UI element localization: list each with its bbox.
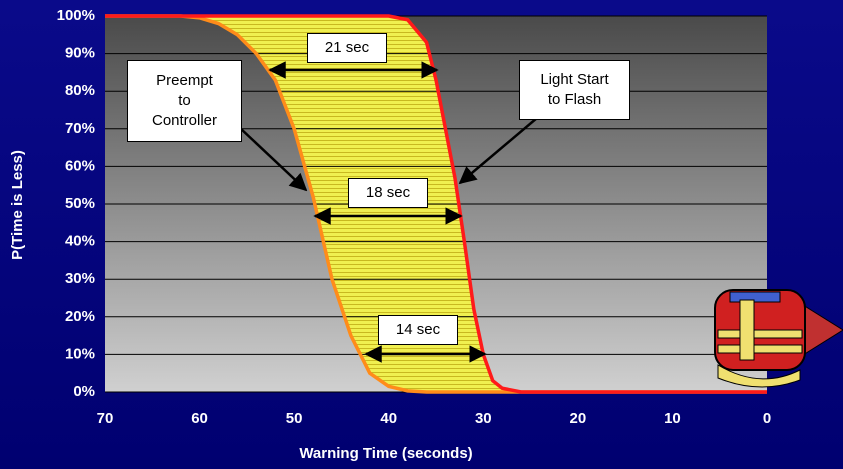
x-tick-label: 50 (286, 410, 303, 427)
span-label: 14 sec (378, 315, 458, 345)
y-axis-title: P(Time is Less) (9, 150, 26, 260)
x-tick-label: 40 (380, 410, 397, 427)
x-tick-label: 0 (763, 410, 771, 427)
span-label: 18 sec (348, 178, 428, 208)
y-tick-label: 10% (65, 345, 95, 362)
y-tick-label: 70% (65, 120, 95, 137)
page: 0% 10% 20% 30% 40% 50% 60% 70% 80% 90% 100% 70 60 50 4… (0, 0, 843, 469)
x-tick-label: 60 (191, 410, 208, 427)
y-tick-label: 90% (65, 45, 95, 62)
x-tick-label: 10 (664, 410, 681, 427)
series-callout: Light Start to Flash (519, 60, 630, 120)
x-axis-title: Warning Time (seconds) (299, 445, 472, 462)
y-tick-label: 30% (65, 270, 95, 287)
y-tick-label: 60% (65, 157, 95, 174)
x-tick-label: 70 (97, 410, 114, 427)
y-tick-label: 80% (65, 82, 95, 99)
y-tick-label: 20% (65, 308, 95, 325)
y-tick-label: 50% (65, 195, 95, 212)
y-tick-label: 40% (65, 233, 95, 250)
train-icon (715, 290, 843, 387)
y-tick-label: 0% (73, 383, 95, 400)
span-label: 21 sec (307, 33, 387, 63)
y-tick-label: 100% (57, 7, 95, 24)
series-callout: Preempt to Controller (127, 60, 242, 142)
x-tick-label: 20 (570, 410, 587, 427)
x-tick-label: 30 (475, 410, 492, 427)
